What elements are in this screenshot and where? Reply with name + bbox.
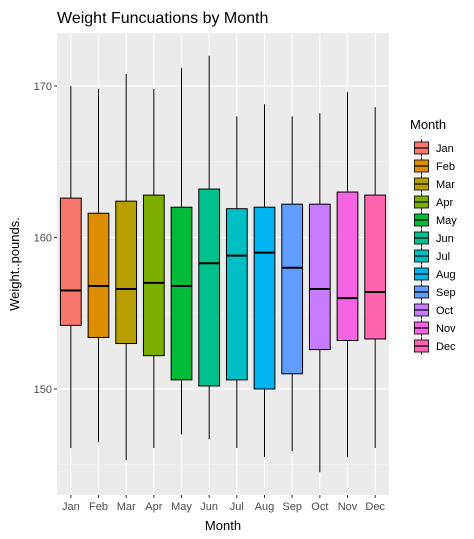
box-body: [308, 203, 331, 351]
box-body: [225, 208, 248, 381]
y-tick-label: 150: [34, 384, 52, 396]
legend-label: Feb: [436, 161, 455, 173]
box-body: [336, 191, 359, 341]
legend-item-sep: Sep: [413, 283, 456, 301]
legend: Month Jan Feb Mar Apr May Jun Jul Aug Sep Oct Nov D…: [410, 117, 457, 355]
legend-item-jun: Jun: [413, 229, 454, 247]
x-tick-label: Nov: [338, 501, 358, 513]
legend-label: Mar: [436, 179, 455, 191]
x-tick-label: Sep: [282, 501, 302, 513]
box-body: [170, 206, 193, 381]
box-jan: [59, 86, 82, 449]
legend-label: Apr: [436, 197, 453, 209]
legend-item-apr: Apr: [413, 193, 453, 211]
plot-panel: [57, 33, 389, 495]
legend-item-nov: Nov: [413, 319, 456, 337]
legend-item-may: May: [413, 211, 457, 229]
box-body: [281, 203, 304, 375]
x-axis-title: Month: [205, 518, 241, 533]
y-tick-label: 160: [34, 232, 52, 244]
legend-title: Month: [410, 117, 446, 132]
legend-item-jul: Jul: [413, 247, 450, 265]
legend-label: Jun: [436, 233, 454, 245]
box-body: [59, 197, 82, 326]
box-body: [115, 200, 138, 345]
box-body: [198, 188, 221, 387]
x-tick-label: Apr: [145, 501, 162, 513]
box-series: [59, 55, 387, 473]
x-tick-label: Jul: [230, 501, 244, 513]
x-tick-label: Mar: [117, 501, 136, 513]
box-sep: [281, 116, 304, 452]
x-tick-label: Aug: [255, 501, 275, 513]
legend-item-aug: Aug: [413, 265, 456, 283]
y-tick-label: 170: [34, 81, 52, 93]
x-tick-label: May: [171, 501, 192, 513]
box-body: [364, 194, 387, 340]
box-feb: [87, 89, 110, 442]
legend-label: May: [436, 215, 457, 227]
box-mar: [115, 73, 138, 461]
x-tick-label: Oct: [311, 501, 328, 513]
legend-label: Oct: [436, 305, 453, 317]
legend-label: Sep: [436, 287, 456, 299]
box-body: [253, 206, 276, 390]
legend-item-mar: Mar: [413, 175, 455, 193]
x-tick-label: Jun: [200, 501, 218, 513]
box-jun: [198, 55, 221, 439]
x-tick-label: Jan: [62, 501, 80, 513]
legend-label: Dec: [436, 341, 456, 353]
legend-item-jan: Jan: [413, 139, 454, 157]
legend-label: Aug: [436, 269, 456, 281]
legend-item-dec: Dec: [413, 337, 456, 355]
y-axis: 150 160 170: [34, 81, 57, 396]
x-tick-label: Feb: [89, 501, 108, 513]
legend-item-feb: Feb: [413, 157, 455, 175]
legend-item-oct: Oct: [413, 301, 453, 319]
box-may: [170, 67, 193, 435]
box-apr: [142, 89, 165, 449]
box-body: [142, 194, 165, 357]
legend-label: Nov: [436, 323, 456, 335]
box-aug: [253, 104, 276, 458]
x-axis: Jan Feb Mar Apr May Jun Jul Aug Sep Oct Nov Dec: [62, 495, 385, 513]
y-axis-title: Weight..pounds.: [7, 217, 22, 311]
x-tick-label: Dec: [365, 501, 385, 513]
legend-items: Jan Feb Mar Apr May Jun Jul Aug Sep Oct Nov Dec: [413, 139, 457, 355]
box-oct: [308, 113, 331, 473]
chart-title: Weight Funcuations by Month: [57, 10, 268, 27]
box-body: [87, 212, 110, 338]
box-dec: [364, 107, 387, 449]
legend-label: Jul: [436, 251, 450, 263]
box-jul: [225, 116, 248, 449]
box-nov: [336, 92, 359, 458]
legend-label: Jan: [436, 143, 454, 155]
